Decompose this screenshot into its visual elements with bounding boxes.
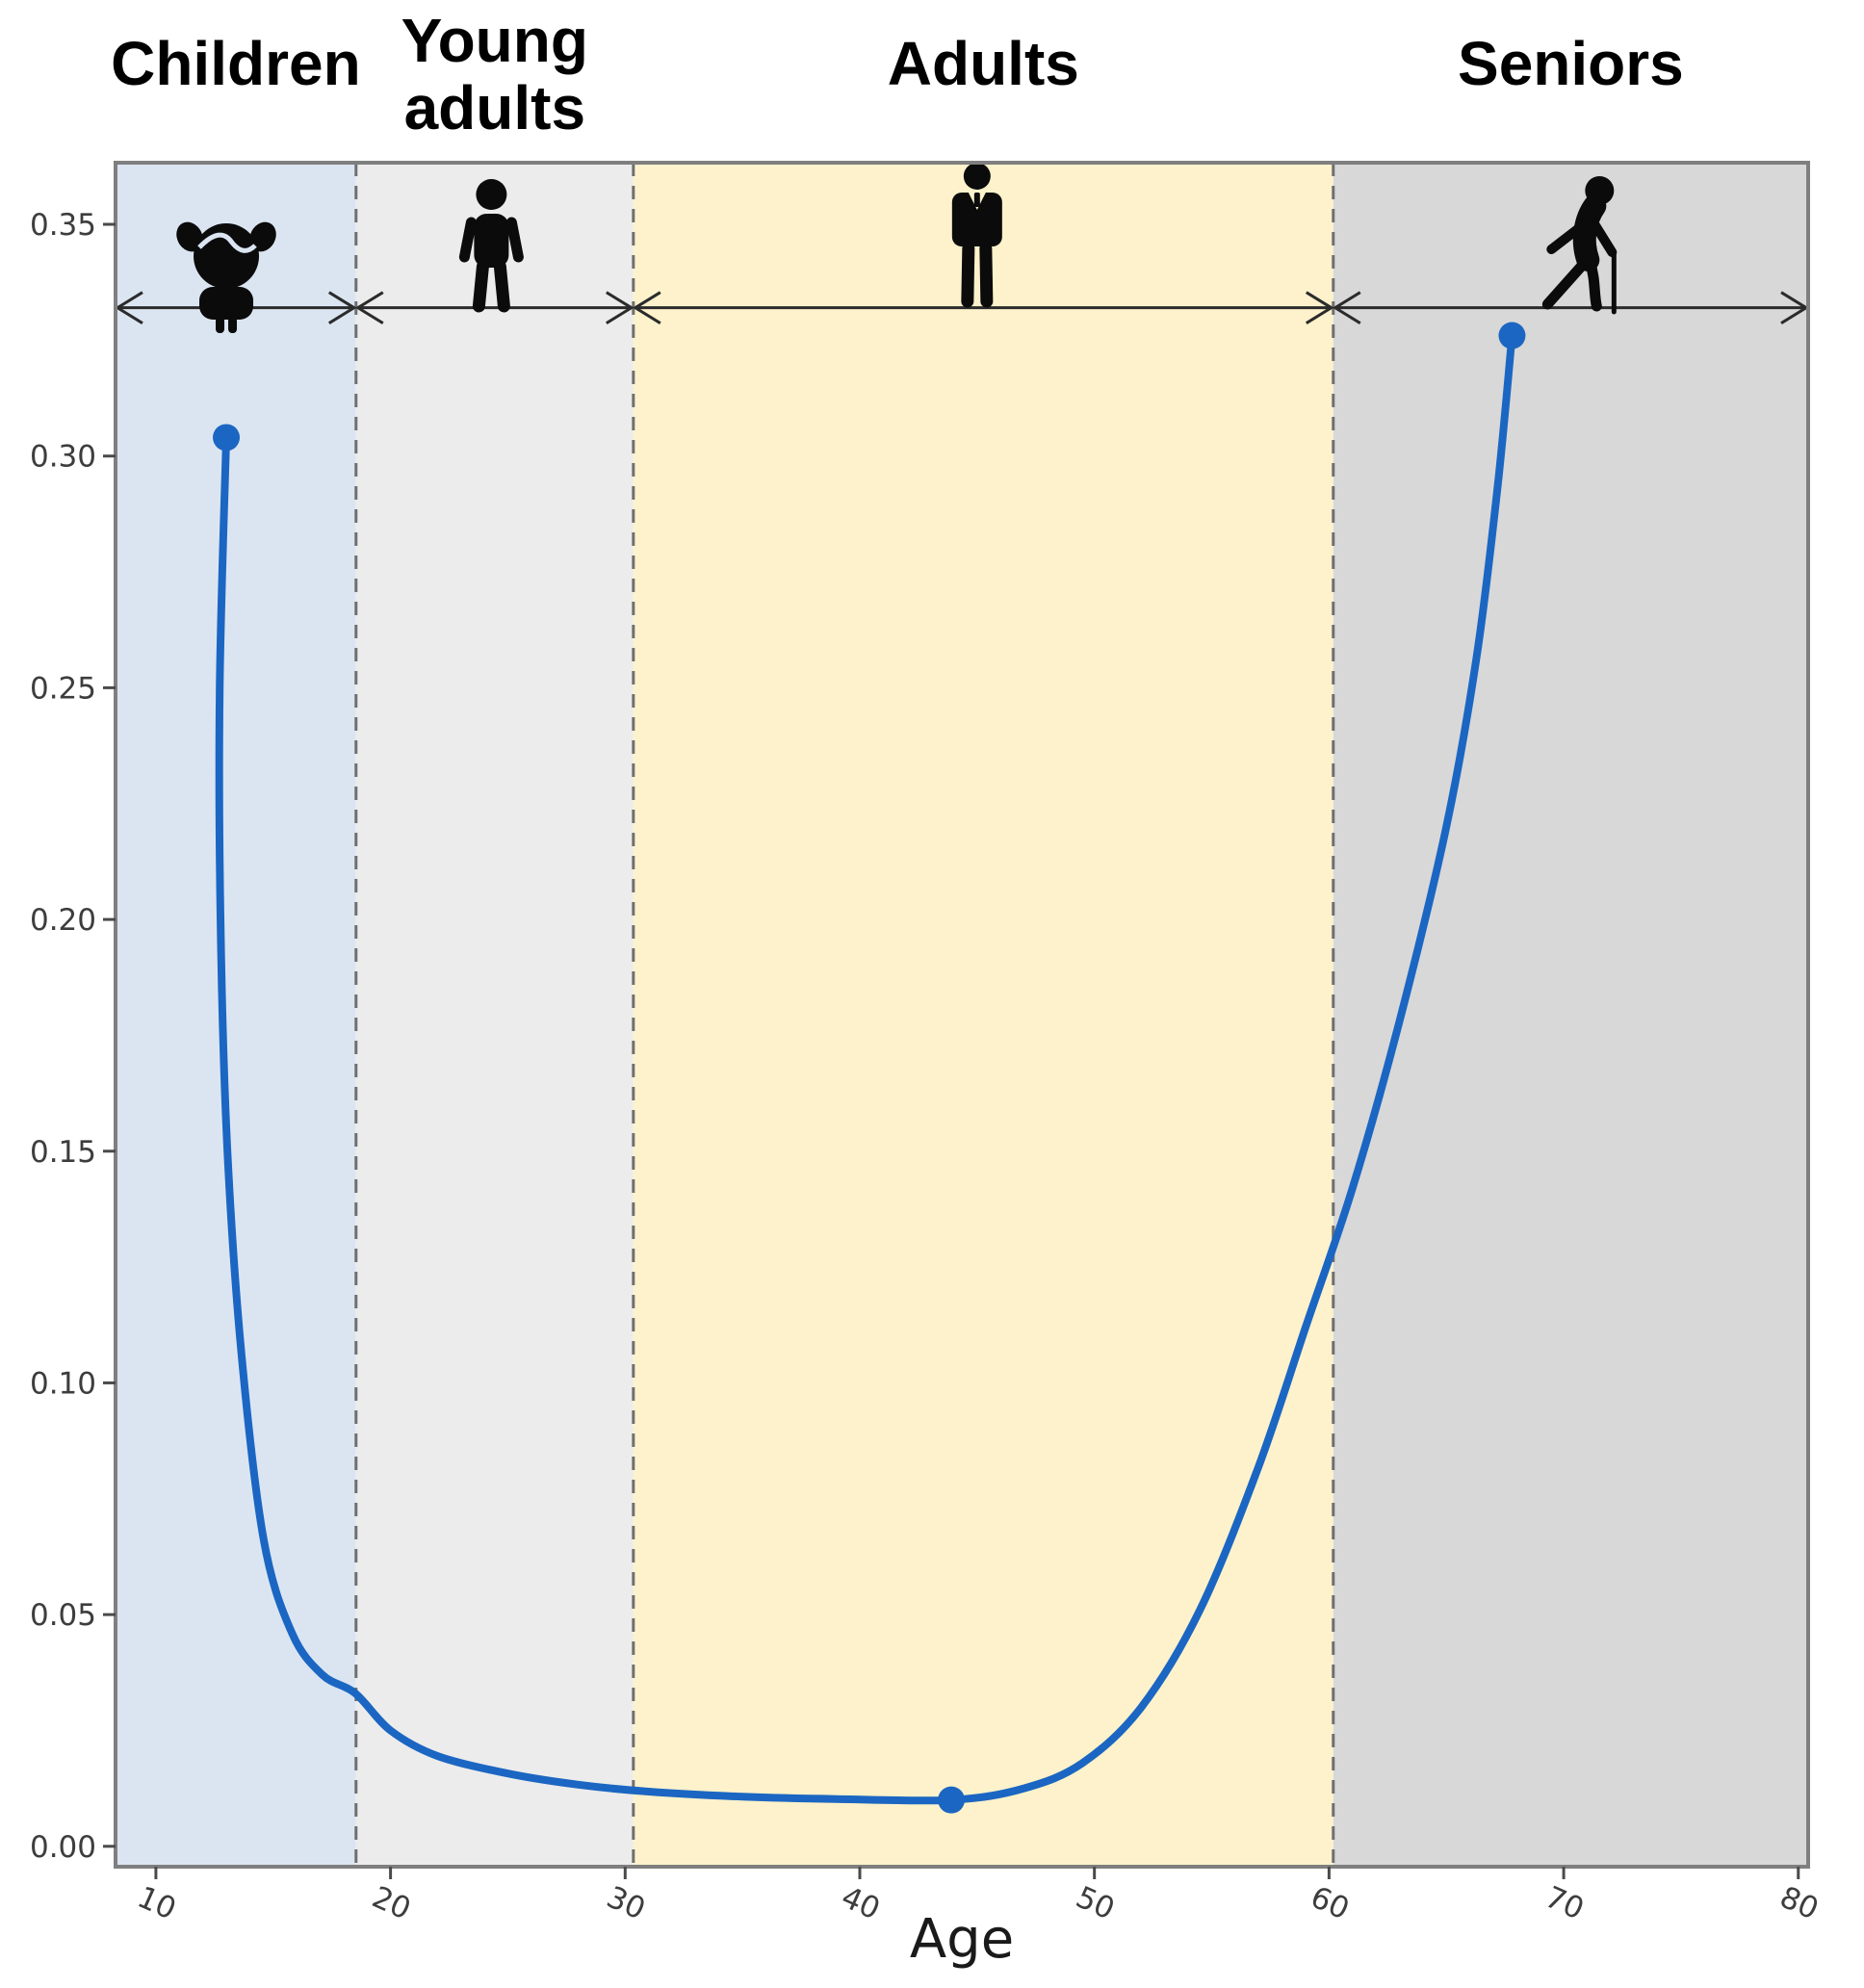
region-band-adults	[633, 163, 1333, 1867]
senior-arm-front	[1590, 219, 1618, 257]
businessman-leg-left	[961, 242, 975, 308]
girl-leg-left	[216, 317, 225, 333]
region-title-young-adults: Young adults	[401, 6, 588, 142]
hair-fringe	[197, 232, 257, 253]
x-axis-label: Age	[909, 1908, 1015, 1971]
young-adult-leg-left	[472, 260, 489, 313]
girl-head	[194, 223, 260, 289]
y-tick-label: 0.15	[30, 1135, 96, 1170]
x-tick-label: 60	[1306, 1880, 1355, 1927]
age-span-arrow	[632, 291, 1334, 324]
young-adult-arm-right	[505, 217, 524, 263]
x-tick-label: 10	[132, 1880, 181, 1927]
plot-border	[114, 161, 1810, 1869]
x-tick-label: 30	[602, 1880, 651, 1927]
region-title-seniors: Seniors	[1458, 29, 1684, 98]
young-adult-arm-left	[458, 217, 477, 263]
arrowhead-right-icon	[1305, 291, 1334, 324]
senior-arm-back	[1546, 216, 1594, 254]
age-span-arrow	[354, 291, 634, 324]
x-tick-label: 70	[1540, 1880, 1590, 1927]
y-tick-label: 0.00	[30, 1830, 96, 1865]
tie	[973, 193, 980, 207]
arrowhead-left-icon	[354, 291, 384, 324]
businessman-icon	[951, 163, 1002, 308]
y-tick-label: 0.05	[30, 1598, 96, 1633]
arrowhead-right-icon	[327, 291, 357, 324]
data-point-marker	[1498, 322, 1526, 349]
y-tick-label: 0.25	[30, 671, 96, 706]
y-tick-label: 0.10	[30, 1366, 96, 1401]
girl-leg-right	[228, 317, 238, 333]
arrowhead-left-icon	[632, 291, 661, 324]
businessman-suit	[951, 193, 1002, 246]
y-tick-label: 0.30	[30, 440, 96, 475]
region-title-children: Children	[111, 29, 361, 98]
young-adult-head	[476, 179, 507, 210]
region-band-seniors	[1333, 163, 1808, 1867]
data-point-marker	[213, 424, 241, 452]
senior-torso	[1572, 194, 1607, 271]
senior-leg-back	[1541, 254, 1592, 310]
girl-icon	[176, 221, 276, 333]
region-title-adults: Adults	[888, 29, 1079, 98]
x-tick-label: 50	[1071, 1880, 1120, 1927]
senior-icon	[1541, 176, 1618, 315]
risk-curve-line	[215, 331, 1516, 1805]
businessman-leg-right	[979, 242, 994, 308]
young-adult-torso	[474, 214, 509, 268]
data-point-marker	[938, 1786, 966, 1814]
region-band-young-adults	[355, 163, 634, 1867]
region-band-children	[116, 163, 356, 1867]
y-tick-label: 0.35	[30, 208, 96, 243]
girl-body	[199, 287, 254, 320]
x-tick-label: 20	[367, 1880, 416, 1927]
arrowhead-left-icon	[1332, 291, 1361, 324]
arrowhead-right-icon	[606, 291, 634, 324]
x-tick-label: 80	[1774, 1880, 1824, 1927]
y-tick-label: 0.20	[30, 903, 96, 938]
senior-leg-front	[1584, 256, 1602, 312]
young-adult-leg-right	[493, 260, 510, 313]
young-adult-icon	[458, 179, 524, 313]
businessman-head	[963, 163, 991, 190]
